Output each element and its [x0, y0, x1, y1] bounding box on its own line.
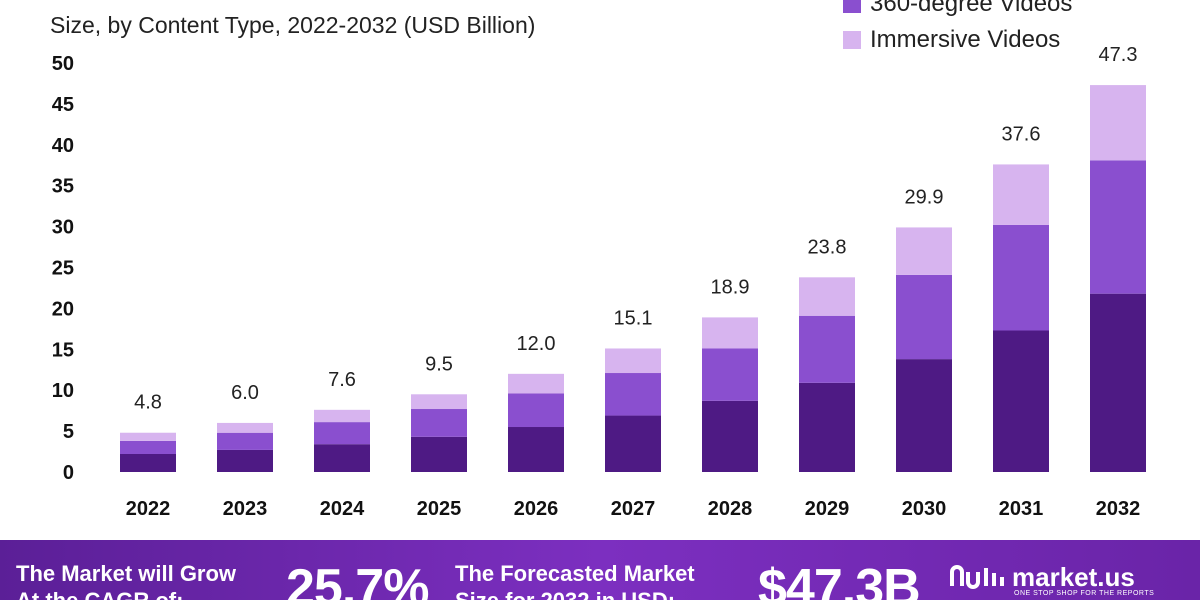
bar-segment-2025-s2	[411, 409, 467, 437]
y-tick-label-25: 25	[52, 258, 74, 280]
market-us-logo[interactable]: market.us	[948, 564, 1135, 590]
data-label-2026: 12.0	[517, 333, 556, 355]
bar-segment-2024-s1	[314, 444, 370, 472]
forecast-label-line-2: Size for 2032 in USD:	[455, 587, 695, 600]
legend-swatch-360-degree	[843, 0, 861, 13]
x-tick-label-2025: 2025	[417, 498, 462, 520]
bar-segment-2025-s3	[411, 394, 467, 410]
data-label-2022: 4.8	[134, 392, 162, 414]
legend-swatch-immersive	[843, 31, 861, 49]
bar-segment-2024-s3	[314, 409, 370, 423]
data-label-2028: 18.9	[711, 276, 750, 298]
legend-item-360-degree: 360-degree Videos	[843, 0, 1072, 22]
forecast-label-line-1: The Forecasted Market	[455, 561, 695, 586]
forecast-label: The Forecasted Market Size for 2032 in U…	[455, 560, 695, 600]
y-tick-label-30: 30	[52, 217, 74, 239]
x-tick-label-2031: 2031	[999, 498, 1044, 520]
bar-segment-2030-s2	[896, 274, 952, 360]
x-tick-label-2022: 2022	[126, 498, 171, 520]
cagr-value: 25.7%	[286, 559, 429, 600]
bar-segment-2032-s3	[1090, 85, 1146, 161]
bar-segment-2026-s3	[508, 373, 564, 394]
cagr-label: The Market will Grow At the CAGR of:	[16, 560, 236, 600]
x-tick-label-2029: 2029	[805, 498, 850, 520]
data-label-2024: 7.6	[328, 369, 356, 391]
chart-legend: 360-degree Videos Immersive Videos	[843, 0, 1072, 58]
x-tick-label-2032: 2032	[1096, 498, 1141, 520]
logo-tagline: ONE STOP SHOP FOR THE REPORTS	[1014, 590, 1155, 597]
bar-segment-2026-s1	[508, 427, 564, 472]
y-tick-label-35: 35	[52, 176, 74, 198]
bar-segment-2023-s3	[217, 422, 273, 433]
bar-segment-2024-s2	[314, 422, 370, 445]
logo-name: market.us	[1012, 562, 1135, 592]
bar-segment-2022-s2	[120, 440, 176, 455]
bar-segment-2027-s3	[605, 348, 661, 374]
legend-label-immersive: Immersive Videos	[870, 26, 1061, 53]
x-tick-label-2024: 2024	[320, 498, 365, 520]
y-tick-label-5: 5	[63, 421, 74, 443]
bar-segment-2022-s3	[120, 432, 176, 441]
x-tick-label-2030: 2030	[902, 498, 947, 520]
bar-segment-2032-s2	[1090, 160, 1146, 294]
bar-segment-2023-s1	[217, 449, 273, 472]
data-label-2032: 47.3	[1099, 44, 1138, 66]
x-tick-label-2026: 2026	[514, 498, 559, 520]
legend-item-immersive: Immersive Videos	[843, 22, 1072, 58]
bar-segment-2027-s1	[605, 415, 661, 472]
data-label-2025: 9.5	[425, 353, 453, 375]
data-label-2031: 37.6	[1002, 123, 1041, 145]
bar-segment-2028-s3	[702, 317, 758, 349]
x-tick-label-2027: 2027	[611, 498, 656, 520]
y-tick-label-45: 45	[52, 94, 74, 116]
bar-segment-2029-s2	[799, 315, 855, 383]
forecast-value: $47.3B	[758, 559, 921, 600]
data-label-2030: 29.9	[905, 186, 944, 208]
data-label-2027: 15.1	[614, 307, 653, 329]
y-tick-label-40: 40	[52, 135, 74, 157]
data-label-2023: 6.0	[231, 382, 259, 404]
bar-segment-2030-s3	[896, 227, 952, 275]
bar-segment-2029-s1	[799, 382, 855, 472]
bar-segment-2031-s1	[993, 330, 1049, 472]
y-tick-label-15: 15	[52, 339, 74, 361]
bar-segment-2028-s2	[702, 348, 758, 401]
y-tick-label-10: 10	[52, 380, 74, 402]
x-tick-label-2023: 2023	[223, 498, 268, 520]
chart-subtitle: Size, by Content Type, 2022-2032 (USD Bi…	[50, 12, 536, 38]
x-tick-label-2028: 2028	[708, 498, 753, 520]
cagr-label-line-2: At the CAGR of:	[16, 587, 236, 600]
y-tick-label-50: 50	[52, 53, 74, 75]
data-label-2029: 23.8	[808, 236, 847, 258]
bar-segment-2026-s2	[508, 393, 564, 428]
legend-label-360-degree: 360-degree Videos	[870, 0, 1073, 17]
bar-segment-2022-s1	[120, 454, 176, 472]
bar-segment-2032-s1	[1090, 293, 1146, 472]
bar-segment-2028-s1	[702, 400, 758, 472]
bar-segment-2031-s3	[993, 164, 1049, 225]
stacked-bar-chart: 051015202530354045504.820226.020237.6202…	[52, 44, 1146, 520]
market-us-logo-icon	[950, 565, 1004, 589]
y-tick-label-0: 0	[63, 462, 74, 484]
y-tick-label-20: 20	[52, 298, 74, 320]
bar-segment-2025-s1	[411, 436, 467, 472]
bar-segment-2030-s1	[896, 359, 952, 472]
cagr-label-line-1: The Market will Grow	[16, 561, 237, 586]
summary-banner: The Market will Grow At the CAGR of: 25.…	[0, 540, 1200, 600]
bar-segment-2029-s3	[799, 277, 855, 316]
bar-segment-2027-s2	[605, 373, 661, 416]
bar-segment-2023-s2	[217, 432, 273, 450]
bar-segment-2031-s2	[993, 224, 1049, 331]
